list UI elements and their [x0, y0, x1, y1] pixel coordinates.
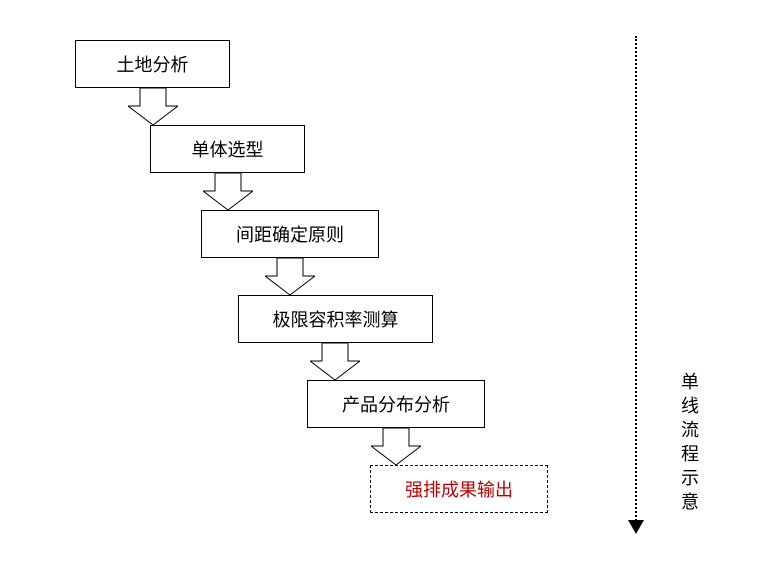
flow-arrow-2: [203, 173, 253, 210]
flow-node-2: 单体选型: [150, 125, 305, 173]
flow-node-1-label: 土地分析: [117, 51, 189, 77]
flow-node-3: 间距确定原则: [201, 210, 379, 258]
flow-arrow-4: [310, 343, 360, 380]
flow-node-6-label: 强排成果输出: [405, 476, 513, 502]
flow-node-4-label: 极限容积率测算: [273, 306, 399, 332]
flow-arrow-5: [371, 428, 421, 465]
timeline-arrowhead-icon: [628, 520, 644, 534]
flow-node-4: 极限容积率测算: [238, 295, 433, 343]
flow-node-1: 土地分析: [75, 40, 230, 88]
flow-node-5-label: 产品分布分析: [342, 391, 450, 417]
timeline-label-text: 单线流程示意: [679, 372, 699, 516]
flow-node-2-label: 单体选型: [192, 136, 264, 162]
flow-node-5: 产品分布分析: [307, 380, 485, 428]
flow-node-6: 强排成果输出: [370, 465, 548, 513]
timeline-dotted-line: [635, 36, 637, 524]
timeline-label: 单线流程示意: [676, 372, 702, 516]
flow-arrow-1: [128, 88, 178, 125]
flow-arrow-3: [265, 258, 315, 295]
flow-node-3-label: 间距确定原则: [236, 221, 344, 247]
